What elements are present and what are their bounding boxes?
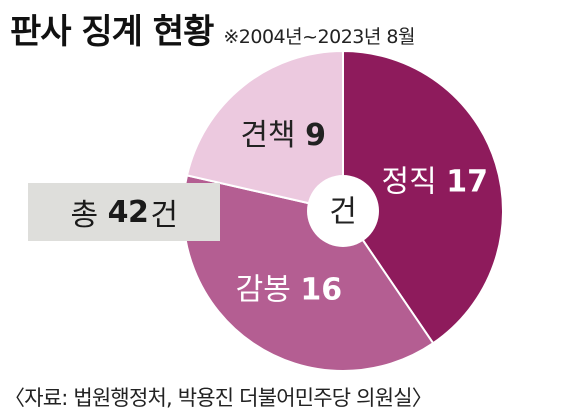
slice-label-0: 정직 17: [381, 164, 488, 199]
title-row: 판사 징계 현황 ※2004년~2023년 8월: [10, 4, 415, 53]
slice-label-2: 견책 9: [240, 117, 326, 152]
pie-slice-2: [185, 49, 344, 213]
source-note: 〈자료: 법원행정처, 박용진 더불어민주당 의원실〉: [4, 386, 433, 410]
total-badge: 총 42 건: [28, 183, 220, 241]
total-prefix: 총: [70, 198, 99, 233]
center-hole: [307, 175, 379, 247]
total-value: 42: [107, 194, 149, 230]
total-suffix: 건: [150, 198, 178, 233]
slice-label-1: 감봉 16: [236, 272, 343, 307]
center-unit-label: 건: [329, 195, 357, 230]
chart-title: 판사 징계 현황: [10, 12, 214, 52]
pie-slice-0: [342, 49, 504, 345]
chart-subtitle: ※2004년~2023년 8월: [223, 26, 415, 48]
